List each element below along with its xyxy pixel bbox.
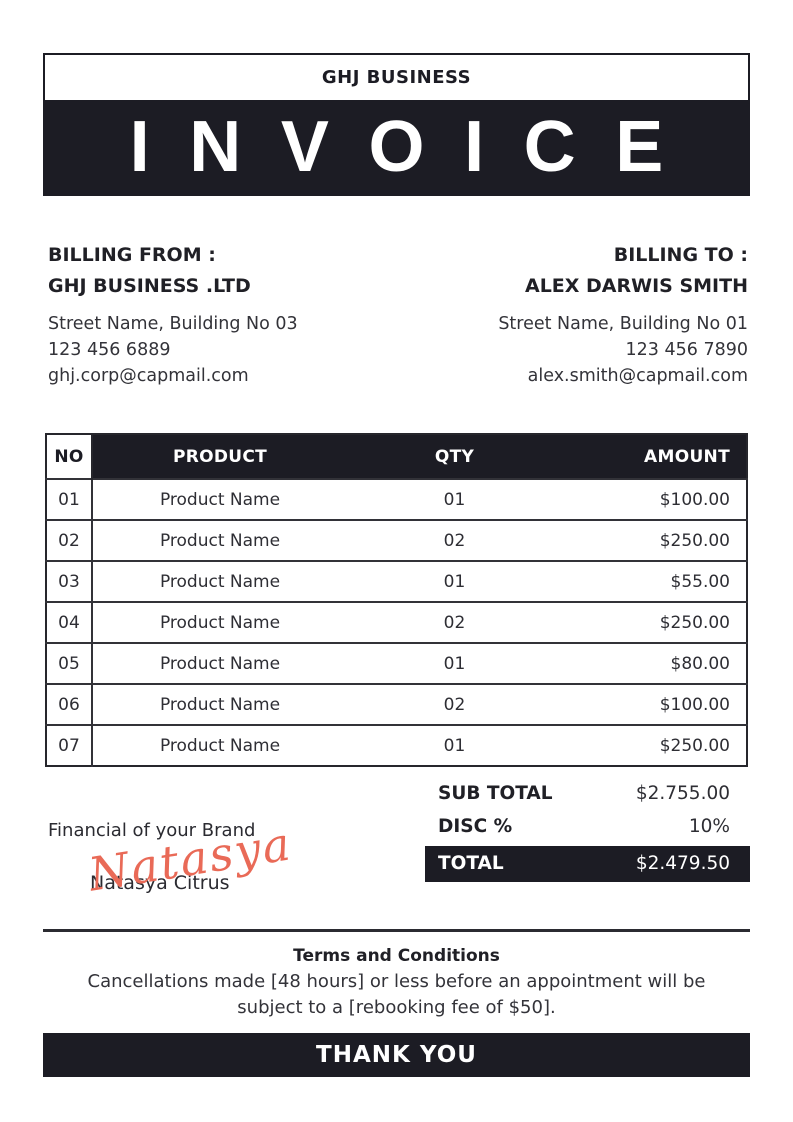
total-label: TOTAL [438, 853, 504, 874]
billing-from-address: Street Name, Building No 03 [48, 314, 298, 334]
invoice-title: INVOICE [129, 107, 703, 187]
row-no: 07 [46, 725, 93, 766]
row-no: 01 [46, 479, 93, 520]
table-row: 02 Product Name 02 $250.00 [46, 520, 747, 561]
row-amount: $55.00 [670, 571, 730, 592]
table-row: 03 Product Name 01 $55.00 [46, 561, 747, 602]
header-no: NO [46, 434, 93, 479]
row-amount: $250.00 [659, 735, 730, 756]
terms-section: Terms and Conditions Cancellations made … [0, 944, 793, 1021]
discount-row: DISC % 10% [425, 810, 750, 843]
billing-from-email: ghj.corp@capmail.com [48, 366, 249, 386]
table-row: 01 Product Name 01 $100.00 [46, 479, 747, 520]
billing-from-phone: 123 456 6889 [48, 340, 171, 360]
discount-label: DISC % [438, 816, 513, 837]
billing-from-block: BILLING FROM : GHJ BUSINESS .LTD Street … [48, 240, 298, 389]
terms-body: Cancellations made [48 hours] or less be… [87, 971, 706, 1018]
signature-tagline: Financial of your Brand [48, 820, 256, 841]
row-product: Product Name [159, 653, 281, 674]
billing-to-email: alex.smith@capmail.com [527, 366, 748, 386]
row-no: 05 [46, 643, 93, 684]
header-qty: QTY [347, 434, 562, 479]
row-no: 04 [46, 602, 93, 643]
table-row: 04 Product Name 02 $250.00 [46, 602, 747, 643]
invoice-header: GHJ BUSINESS INVOICE [43, 53, 750, 196]
table-row: 05 Product Name 01 $80.00 [46, 643, 747, 684]
billing-to-block: BILLING TO : ALEX DARWIS SMITH Street Na… [498, 240, 748, 389]
billing-section: BILLING FROM : GHJ BUSINESS .LTD Street … [48, 240, 748, 389]
row-amount: $100.00 [659, 694, 730, 715]
billing-to-details: Street Name, Building No 01 123 456 7890… [498, 311, 748, 389]
thank-you-bar: THANK YOU [43, 1033, 750, 1077]
row-qty: 01 [443, 735, 466, 756]
table-row: 06 Product Name 02 $100.00 [46, 684, 747, 725]
thank-you-text: THANK YOU [316, 1042, 477, 1068]
billing-to-phone: 123 456 7890 [625, 340, 748, 360]
items-table-header-row: NO PRODUCT QTY AMOUNT [46, 434, 747, 479]
billing-to-name: ALEX DARWIS SMITH [524, 275, 748, 297]
row-product: Product Name [159, 530, 281, 551]
header-product: PRODUCT [92, 434, 347, 479]
totals-section: SUB TOTAL $2.755.00 DISC % 10% TOTAL $2.… [425, 777, 750, 882]
row-product: Product Name [159, 571, 281, 592]
company-name-bar: GHJ BUSINESS [45, 55, 748, 100]
items-table: NO PRODUCT QTY AMOUNT 01 Product Name 01… [45, 433, 748, 767]
row-qty: 01 [443, 489, 466, 510]
row-no: 02 [46, 520, 93, 561]
row-amount: $250.00 [659, 612, 730, 633]
terms-title: Terms and Conditions [293, 946, 500, 966]
billing-from-details: Street Name, Building No 03 123 456 6889… [48, 311, 298, 389]
billing-from-name: GHJ BUSINESS .LTD [48, 275, 251, 297]
row-product: Product Name [159, 735, 281, 756]
row-no: 03 [46, 561, 93, 602]
signature-block: Financial of your Brand Natasya Natasya … [48, 816, 348, 901]
total-row: TOTAL $2.479.50 [425, 846, 750, 882]
subtotal-value: $2.755.00 [635, 783, 730, 804]
row-amount: $100.00 [659, 489, 730, 510]
terms-divider [43, 929, 750, 932]
total-value: $2.479.50 [635, 853, 730, 874]
row-product: Product Name [159, 489, 281, 510]
billing-to-address: Street Name, Building No 01 [498, 314, 748, 334]
subtotal-label: SUB TOTAL [438, 783, 553, 804]
row-amount: $80.00 [670, 653, 730, 674]
signature-name: Natasya Citrus [90, 872, 230, 894]
row-amount: $250.00 [659, 530, 730, 551]
row-no: 06 [46, 684, 93, 725]
billing-from-label: BILLING FROM : [48, 244, 216, 266]
billing-to-label: BILLING TO : [613, 244, 748, 266]
subtotal-row: SUB TOTAL $2.755.00 [425, 777, 750, 810]
row-qty: 02 [443, 530, 466, 551]
company-name: GHJ BUSINESS [321, 67, 472, 88]
row-qty: 02 [443, 694, 466, 715]
table-row: 07 Product Name 01 $250.00 [46, 725, 747, 766]
row-qty: 01 [443, 653, 466, 674]
row-product: Product Name [159, 694, 281, 715]
row-qty: 02 [443, 612, 466, 633]
header-amount: AMOUNT [562, 434, 747, 479]
row-qty: 01 [443, 571, 466, 592]
invoice-title-bar: INVOICE [45, 100, 748, 194]
row-product: Product Name [159, 612, 281, 633]
discount-value: 10% [688, 816, 730, 837]
